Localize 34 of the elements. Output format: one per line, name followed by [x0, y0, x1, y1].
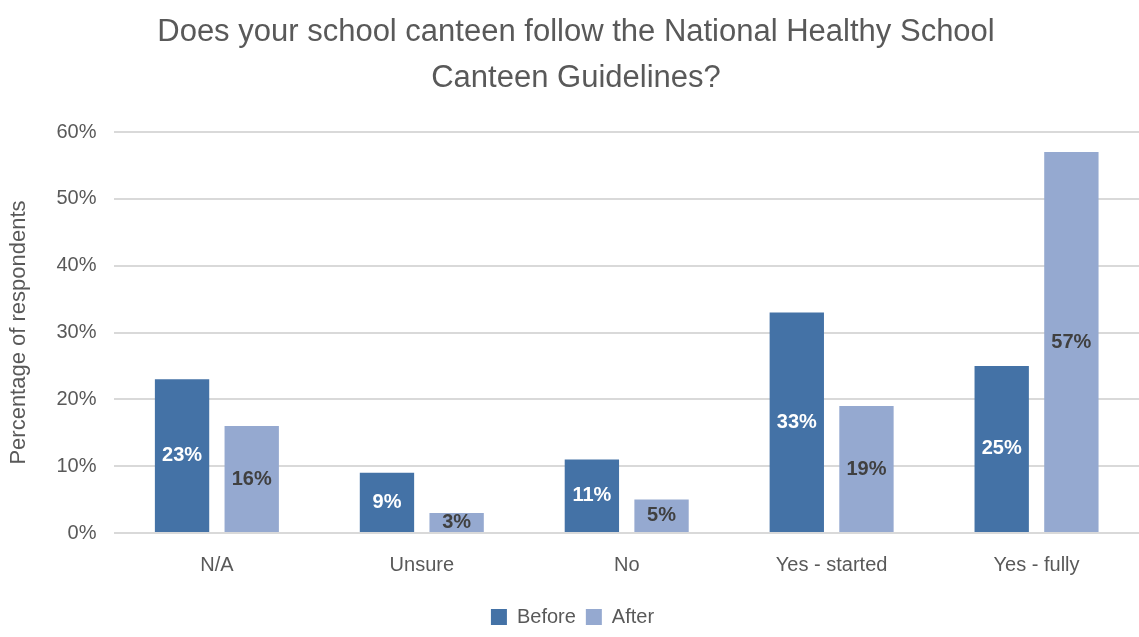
y-tick-label: 20%: [56, 386, 97, 409]
data-label: 9%: [372, 489, 402, 512]
chart-title: Does your school canteen follow the National Healthy School Canteen Guidelines?: [156, 12, 996, 96]
bar: [1044, 152, 1099, 532]
y-tick-label: 60%: [56, 119, 97, 142]
data-label: 16%: [231, 466, 272, 489]
y-axis-title: Percentage of respondents: [5, 200, 31, 465]
legend-label: Before: [516, 604, 576, 627]
y-tick-label: 50%: [56, 186, 97, 209]
data-label: 19%: [846, 456, 887, 479]
bar: [974, 365, 1029, 532]
legend-label: After: [611, 604, 655, 627]
data-label: 57%: [1051, 329, 1092, 352]
x-tick-label: Unsure: [389, 552, 455, 575]
data-label: 5%: [647, 503, 677, 526]
bar: [839, 406, 894, 532]
bar: [359, 472, 415, 532]
data-label: 33%: [776, 409, 818, 432]
x-tick-label: N/A: [200, 552, 235, 575]
x-tick-label: Yes - fully: [993, 552, 1080, 575]
bar: [154, 379, 210, 532]
data-label: 11%: [572, 483, 612, 506]
x-tick-label: No: [613, 552, 640, 575]
y-tick-label: 0%: [67, 520, 97, 543]
bar: [564, 459, 620, 532]
y-tick-label: 10%: [56, 453, 97, 476]
bar: [224, 426, 279, 532]
data-label: 23%: [162, 443, 203, 466]
x-tick-label: Yes - started: [775, 552, 888, 575]
bar: [769, 312, 824, 532]
data-label: 25%: [981, 436, 1022, 459]
data-label: 3%: [442, 509, 472, 532]
y-tick-label: 40%: [56, 253, 97, 276]
y-tick-label: 30%: [56, 320, 97, 343]
